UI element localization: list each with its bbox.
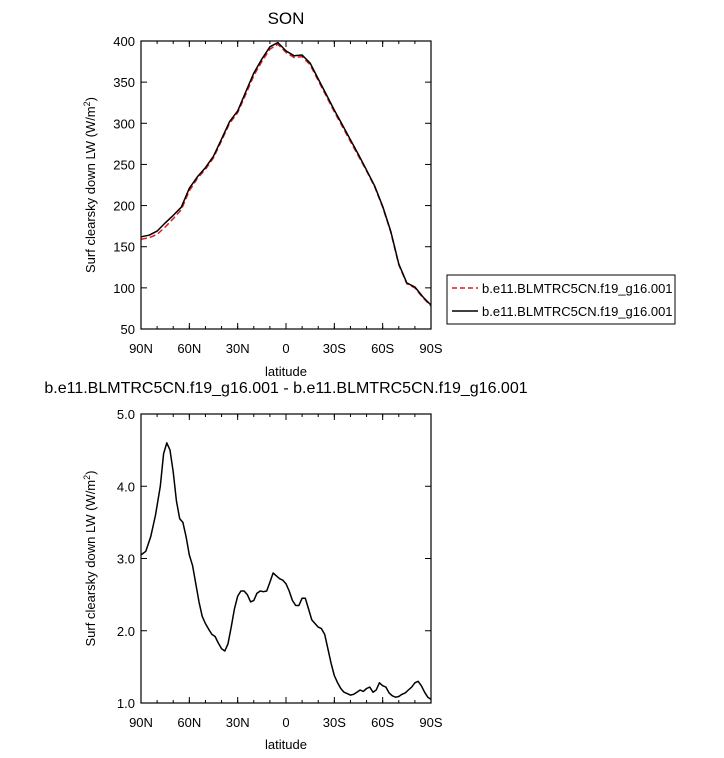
legend-entry: b.e11.BLMTRC5CN.f19_g16.001 <box>482 304 673 319</box>
chart-title: SON <box>268 9 305 28</box>
chart-title: b.e11.BLMTRC5CN.f19_g16.001 - b.e11.BLMT… <box>44 380 527 397</box>
y-axis-label: Surf clearsky down LW (W/m2) <box>82 471 98 647</box>
x-tick-label: 90S <box>419 341 442 356</box>
y-tick-labels: 1.0 2.0 3.0 4.0 5.0 <box>117 407 135 711</box>
plot-frame <box>140 413 432 704</box>
y-tick-label: 400 <box>113 34 135 49</box>
x-tick-label: 60N <box>177 341 201 356</box>
plot-frame <box>140 40 432 330</box>
x-tick-label: 30S <box>323 341 346 356</box>
y-tick-label: 100 <box>113 281 135 296</box>
x-axis-label: latitude <box>265 737 307 752</box>
y-tick-label: 300 <box>113 116 135 131</box>
y-axis-label-text: Surf clearsky down LW (W/m2) <box>82 97 98 273</box>
y-tick-label: 5.0 <box>117 407 135 422</box>
x-tick-label: 60S <box>371 715 394 730</box>
x-tick-label: 0 <box>282 715 289 730</box>
y-tick-label: 50 <box>121 322 135 337</box>
x-tick-label: 60S <box>371 341 394 356</box>
y-tick-label: 200 <box>113 199 135 214</box>
tick-marks <box>140 413 432 704</box>
x-tick-label: 30N <box>226 341 250 356</box>
x-axis-label: latitude <box>265 364 307 379</box>
tick-marks <box>140 40 432 330</box>
y-tick-label: 4.0 <box>117 479 135 494</box>
y-tick-label: 350 <box>113 75 135 90</box>
series-lines <box>140 41 432 307</box>
y-tick-labels: 50 100 150 200 250 300 350 400 <box>113 34 135 337</box>
x-tick-label: 90N <box>129 341 153 356</box>
x-tick-label: 60N <box>177 715 201 730</box>
x-tick-labels: 90N 60N 30N 0 30S 60S 90S <box>129 341 443 356</box>
chart-bottom: b.e11.BLMTRC5CN.f19_g16.001 - b.e11.BLMT… <box>44 380 527 752</box>
series-line-0 <box>140 43 432 307</box>
y-axis-label: Surf clearsky down LW (W/m2) <box>82 97 98 273</box>
x-tick-label: 90N <box>129 715 153 730</box>
y-tick-label: 1.0 <box>117 696 135 711</box>
legend: b.e11.BLMTRC5CN.f19_g16.001 b.e11.BLMTRC… <box>446 274 676 325</box>
series-line-1 <box>140 41 432 306</box>
y-axis-label-text: Surf clearsky down LW (W/m2) <box>82 471 98 647</box>
x-tick-labels: 90N 60N 30N 0 30S 60S 90S <box>129 715 443 730</box>
y-tick-label: 150 <box>113 240 135 255</box>
chart-top: SON Surf clearsky down LW (W/m2) 50 100 15… <box>82 9 676 379</box>
legend-entry: b.e11.BLMTRC5CN.f19_g16.001 <box>482 281 673 296</box>
x-tick-label: 30N <box>226 715 250 730</box>
legend-box <box>446 274 676 325</box>
x-tick-label: 30S <box>323 715 346 730</box>
series-lines <box>140 442 432 701</box>
y-tick-label: 2.0 <box>117 624 135 639</box>
y-tick-label: 250 <box>113 157 135 172</box>
x-tick-label: 90S <box>419 715 442 730</box>
y-tick-label: 3.0 <box>117 552 135 567</box>
series-line-0 <box>140 442 432 701</box>
x-tick-label: 0 <box>282 341 289 356</box>
